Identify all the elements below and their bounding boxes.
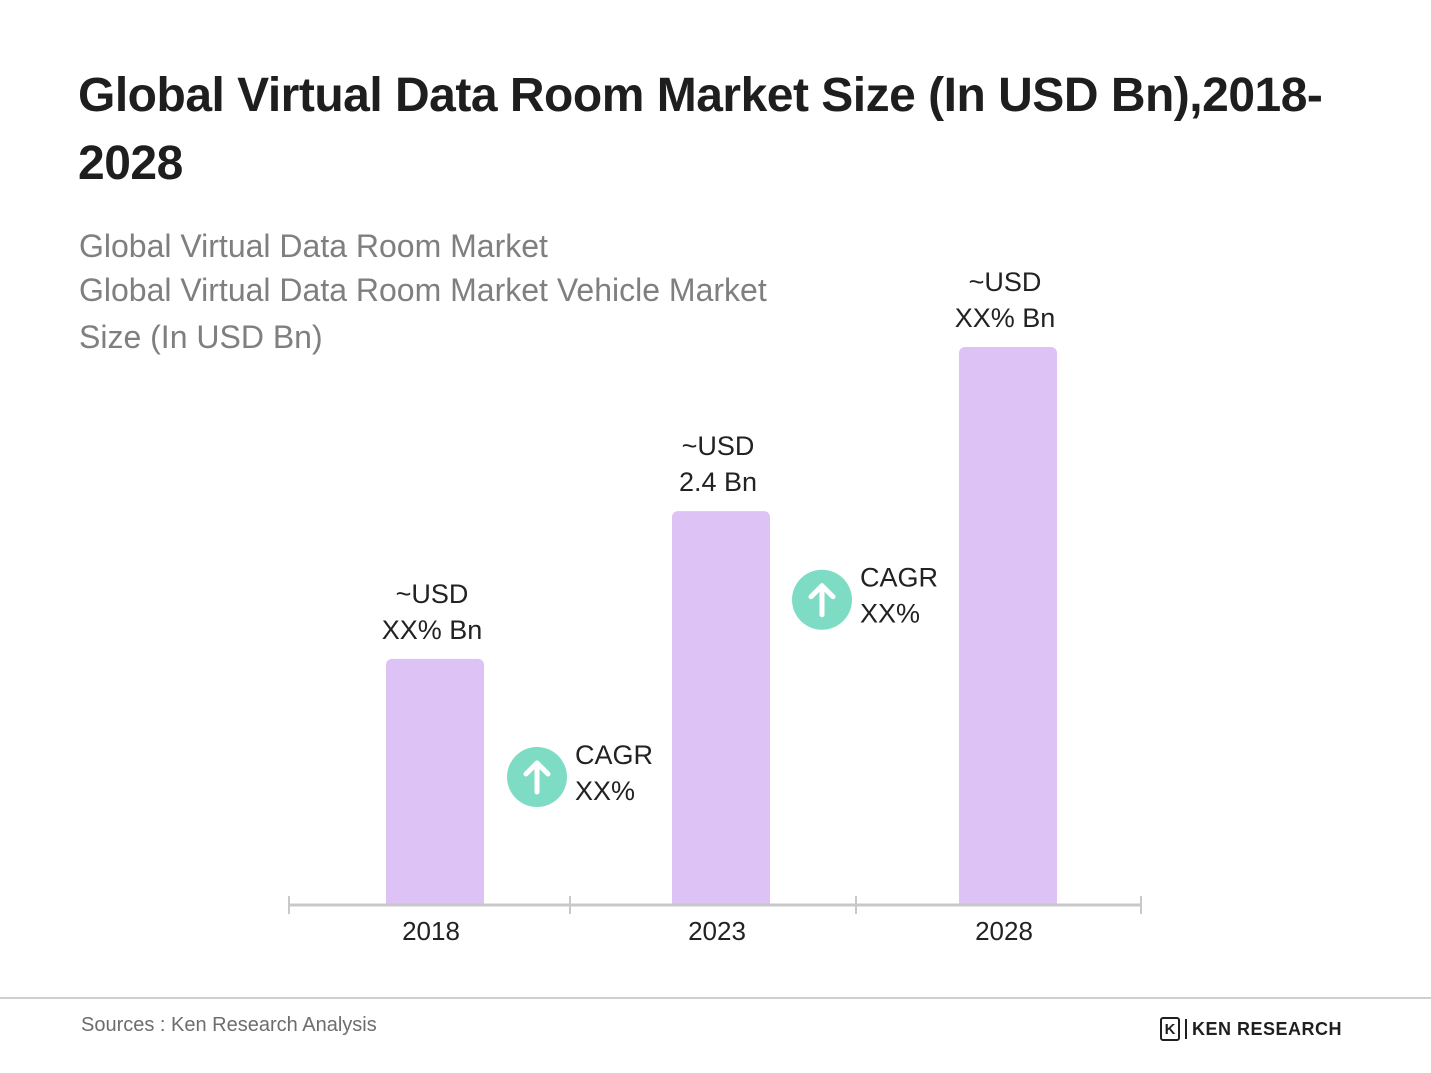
data-label-2028: ~USD <box>969 267 1042 297</box>
subtitle-line: Size (In USD Bn) <box>79 319 323 355</box>
ken-research-logo: K KEN RESEARCH <box>1160 1016 1342 1042</box>
x-tick-label-2023: 2023 <box>688 916 746 946</box>
data-label-2023: 2.4 Bn <box>679 467 757 497</box>
arrow-up-icon <box>808 583 836 618</box>
bar-2018 <box>386 658 484 906</box>
footer-divider <box>0 997 1431 999</box>
x-tick-label-2018: 2018 <box>402 916 460 946</box>
chart-title: Global Virtual Data Room Market Size (In… <box>78 69 1323 190</box>
data-label-2023: ~USD <box>682 431 755 461</box>
bar-2023 <box>672 511 770 906</box>
cagr-label: CAGR <box>860 563 938 593</box>
source-note: Sources : Ken Research Analysis <box>81 1014 377 1036</box>
logo-text: KEN RESEARCH <box>1185 1019 1342 1039</box>
bar-2028 <box>959 347 1057 906</box>
arrow-up-icon <box>523 760 551 795</box>
cagr-label: XX% <box>575 776 635 806</box>
subtitle-line: Global Virtual Data Room Market Vehicle … <box>79 272 767 308</box>
bar-chart: ~USD XX% Bn ~USD 2.4 Bn ~USD XX% Bn 2018 2023 20… <box>288 267 1142 946</box>
data-label-2018: ~USD <box>396 579 469 609</box>
chart-subtitle: Global Virtual Data Room Market Global V… <box>79 224 767 359</box>
bar-base-2023 <box>672 897 770 906</box>
subtitle-line: Global Virtual Data Room Market <box>79 228 548 264</box>
x-tick-label-2028: 2028 <box>975 916 1033 946</box>
cagr-label: CAGR <box>575 740 653 770</box>
data-label-2018: XX% Bn <box>382 615 483 645</box>
data-label-2028: XX% Bn <box>955 303 1056 333</box>
bar-base-2018 <box>386 897 484 906</box>
cagr-label: XX% <box>860 599 920 629</box>
logo-mark-icon: K <box>1160 1017 1180 1041</box>
bar-base-2028 <box>959 897 1057 906</box>
